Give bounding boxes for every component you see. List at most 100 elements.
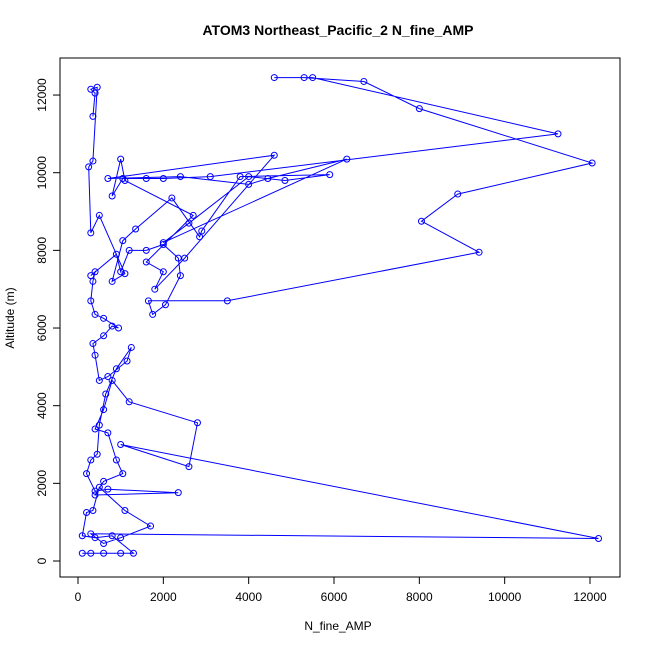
- data-point: [127, 343, 135, 351]
- data-point: [108, 376, 116, 384]
- data-point: [125, 398, 133, 406]
- data-point: [142, 175, 150, 183]
- x-tick-label: 12000: [573, 590, 607, 604]
- data-point: [87, 85, 95, 93]
- data-point: [100, 332, 108, 340]
- data-point: [300, 74, 308, 82]
- x-tick-label: 6000: [321, 590, 348, 604]
- data-point: [117, 155, 125, 163]
- data-point: [129, 549, 137, 557]
- data-point: [415, 105, 423, 113]
- y-tick-label: 4000: [35, 392, 49, 419]
- data-point: [91, 268, 99, 276]
- data-point: [91, 425, 99, 433]
- data-point: [115, 324, 123, 332]
- data-point: [104, 485, 112, 493]
- data-point: [151, 285, 159, 293]
- data-point: [100, 477, 108, 485]
- data-point: [121, 270, 129, 278]
- data-point: [161, 301, 169, 309]
- data-point: [174, 489, 182, 497]
- data-point: [95, 421, 103, 429]
- data-point: [87, 272, 95, 280]
- data-point: [185, 219, 193, 227]
- data-point: [198, 227, 206, 235]
- data-point: [87, 456, 95, 464]
- data-point: [112, 456, 120, 464]
- data-point: [149, 310, 157, 318]
- data-point: [117, 268, 125, 276]
- data-point: [588, 159, 596, 167]
- y-axis-label: Altitude (m): [3, 287, 17, 348]
- data-point: [91, 487, 99, 495]
- data-point: [159, 241, 167, 249]
- data-point: [119, 175, 127, 183]
- data-point: [91, 534, 99, 542]
- data-point: [93, 450, 101, 458]
- data-point: [360, 77, 368, 85]
- data-point: [117, 534, 125, 542]
- data-point: [83, 470, 91, 478]
- data-point: [595, 534, 603, 542]
- data-point: [159, 268, 167, 276]
- data-point: [87, 297, 95, 305]
- data-point: [87, 229, 95, 237]
- data-point: [121, 507, 129, 515]
- data-point: [185, 463, 193, 471]
- data-point: [176, 173, 184, 181]
- x-tick-label: 2000: [150, 590, 177, 604]
- data-point: [91, 310, 99, 318]
- data-point: [91, 491, 99, 499]
- data-point: [309, 74, 317, 82]
- data-point: [245, 180, 253, 188]
- data-point: [554, 130, 562, 138]
- data-point: [125, 246, 133, 254]
- data-point: [168, 194, 176, 202]
- plot-frame: [59, 57, 621, 578]
- data-point: [206, 173, 214, 181]
- data-point: [343, 155, 351, 163]
- data-point: [270, 74, 278, 82]
- data-point: [159, 175, 167, 183]
- y-tick-label: 8000: [35, 237, 49, 264]
- x-tick-label: 4000: [235, 590, 262, 604]
- data-point: [104, 175, 112, 183]
- data-point: [144, 297, 152, 305]
- data-point: [142, 246, 150, 254]
- data-line: [81, 77, 599, 554]
- data-point: [236, 173, 244, 181]
- data-point: [108, 277, 116, 285]
- x-tick-label: 10000: [488, 590, 522, 604]
- data-point: [326, 171, 334, 179]
- data-point: [104, 429, 112, 437]
- data-point: [91, 89, 99, 97]
- y-tick-label: 2000: [35, 470, 49, 497]
- data-point: [176, 272, 184, 280]
- data-point: [89, 340, 97, 348]
- data-point: [245, 173, 253, 181]
- data-point: [78, 549, 86, 557]
- data-point: [117, 441, 125, 449]
- chart-title: ATOM3 Northeast_Pacific_2 N_fine_AMP: [202, 22, 473, 38]
- data-point: [108, 322, 116, 330]
- data-point: [223, 297, 231, 305]
- data-point: [147, 522, 155, 530]
- data-point: [417, 217, 425, 225]
- data-point: [123, 357, 131, 365]
- data-point: [100, 406, 108, 414]
- data-point: [89, 157, 97, 165]
- data-point: [270, 151, 278, 159]
- data-point: [475, 248, 483, 256]
- y-tick-label: 0: [35, 557, 49, 564]
- data-point: [104, 373, 112, 381]
- data-point: [189, 211, 197, 219]
- data-point: [264, 175, 272, 183]
- data-point: [100, 314, 108, 322]
- data-point: [95, 376, 103, 384]
- data-point: [112, 250, 120, 258]
- data-point: [196, 233, 204, 241]
- data-point: [89, 277, 97, 285]
- data-point: [95, 483, 103, 491]
